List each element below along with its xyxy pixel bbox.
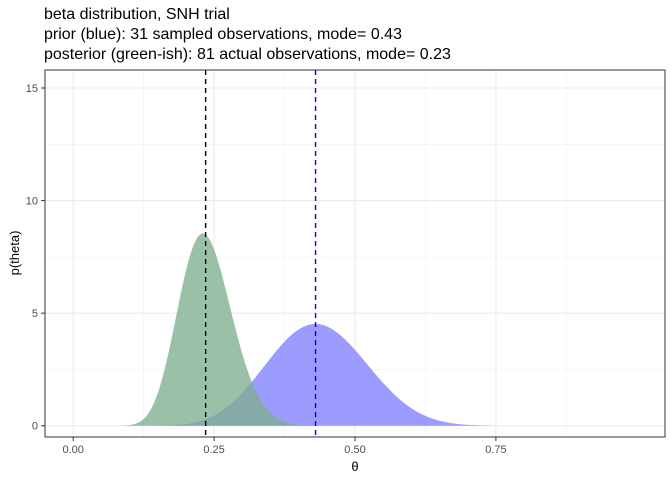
x-axis-ticks: 0.00 0.25 0.50 0.75 bbox=[62, 437, 507, 456]
title-line-1: beta distribution, SNH trial bbox=[44, 6, 230, 23]
y-axis-ticks: 0 5 10 15 bbox=[26, 83, 45, 433]
y-tick-label: 15 bbox=[26, 83, 38, 95]
x-tick-label: 0.50 bbox=[344, 444, 365, 456]
y-tick-label: 5 bbox=[32, 308, 38, 320]
chart-title: beta distribution, SNH trial prior (blue… bbox=[44, 5, 451, 65]
x-tick-label: 0.00 bbox=[62, 444, 83, 456]
y-tick-label: 10 bbox=[26, 196, 38, 208]
x-tick-label: 0.25 bbox=[203, 444, 224, 456]
title-line-3: posterior (green-ish): 81 actual observa… bbox=[44, 46, 451, 63]
x-axis-title: θ bbox=[351, 459, 358, 474]
posterior-density-area bbox=[122, 233, 319, 426]
x-tick-label: 0.75 bbox=[485, 444, 506, 456]
density-areas bbox=[122, 233, 495, 426]
y-tick-label: 0 bbox=[32, 421, 38, 433]
mode-lines bbox=[204, 70, 317, 437]
y-axis-title: p(theta) bbox=[7, 231, 22, 276]
title-line-2: prior (blue): 31 sampled observations, m… bbox=[44, 26, 402, 43]
